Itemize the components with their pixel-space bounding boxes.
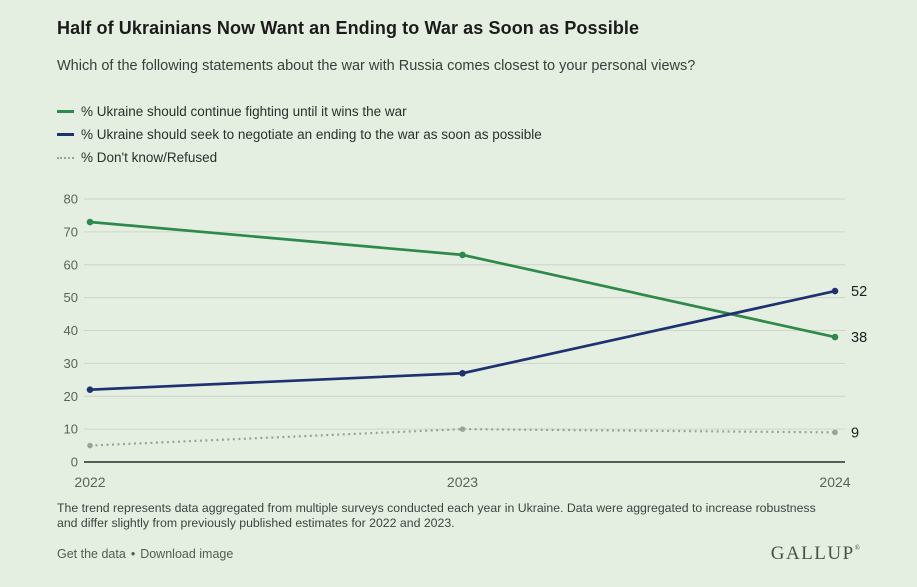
y-axis-tick-label: 20	[64, 389, 78, 404]
y-axis-tick-label: 10	[64, 422, 78, 437]
legend-swatch-dont-know-refused-icon	[57, 156, 74, 159]
y-axis-tick-label: 50	[64, 290, 78, 305]
legend-label-continue-fighting: % Ukraine should continue fighting until…	[81, 104, 407, 119]
chart-title: Half of Ukrainians Now Want an Ending to…	[57, 18, 640, 38]
data-point-negotiate-ending-2022	[86, 386, 94, 393]
footer-links: Get the data • Download image	[57, 547, 233, 561]
legend-swatch-continue-fighting-icon	[57, 110, 74, 113]
end-value-label-dont-know-refused: 9	[851, 425, 859, 441]
y-axis-tick-label: 70	[64, 224, 78, 239]
data-point-continue-fighting-2022	[86, 218, 94, 226]
data-point-continue-fighting-2023	[459, 251, 466, 259]
legend-item-negotiate-ending: % Ukraine should seek to negotiate an en…	[57, 123, 542, 146]
legend-item-continue-fighting: % Ukraine should continue fighting until…	[57, 100, 542, 123]
end-value-label-negotiate-ending: 52	[851, 284, 867, 300]
download-image-link[interactable]: Download image	[140, 547, 234, 561]
data-point-continue-fighting-2024	[831, 333, 839, 341]
link-separator: •	[130, 547, 136, 561]
data-point-dont-know-refused-2022	[87, 442, 93, 449]
legend-label-dont-know-refused: % Don't know/Refused	[81, 150, 218, 165]
legend-swatch-negotiate-ending-icon	[57, 133, 74, 136]
chart-footnote: The trend represents data aggregated fro…	[57, 501, 816, 530]
x-axis-tick-label: 2024	[819, 474, 850, 490]
gallup-logo-text: GALLUP	[770, 543, 855, 564]
series-line-continue-fighting	[89, 220, 836, 339]
y-axis-tick-label: 80	[64, 192, 78, 207]
legend-item-dont-know-refused: % Don't know/Refused	[57, 146, 542, 169]
gallup-logo: GALLUP®	[771, 543, 860, 565]
y-axis-tick-label: 0	[71, 455, 78, 470]
y-axis-tick-label: 30	[64, 356, 78, 371]
chart-footer: Get the data • Download image GALLUP®	[57, 543, 860, 565]
get-the-data-link[interactable]: Get the data	[57, 547, 126, 561]
y-axis-tick-label: 60	[64, 257, 78, 272]
chart-subtitle: Which of the following statements about …	[57, 58, 696, 74]
data-point-negotiate-ending-2024	[831, 287, 839, 295]
data-point-dont-know-refused-2023	[459, 426, 466, 432]
data-point-negotiate-ending-2023	[459, 369, 466, 377]
gallup-logo-registered-mark: ®	[854, 544, 860, 552]
legend: % Ukraine should continue fighting until…	[57, 100, 542, 169]
y-axis-tick-label: 40	[64, 323, 78, 338]
x-axis-tick-label: 2023	[447, 474, 478, 490]
end-value-label-continue-fighting: 38	[851, 330, 867, 346]
data-point-dont-know-refused-2024	[832, 429, 838, 436]
x-axis-tick-label: 2022	[74, 474, 105, 490]
legend-label-negotiate-ending: % Ukraine should seek to negotiate an en…	[81, 127, 542, 142]
